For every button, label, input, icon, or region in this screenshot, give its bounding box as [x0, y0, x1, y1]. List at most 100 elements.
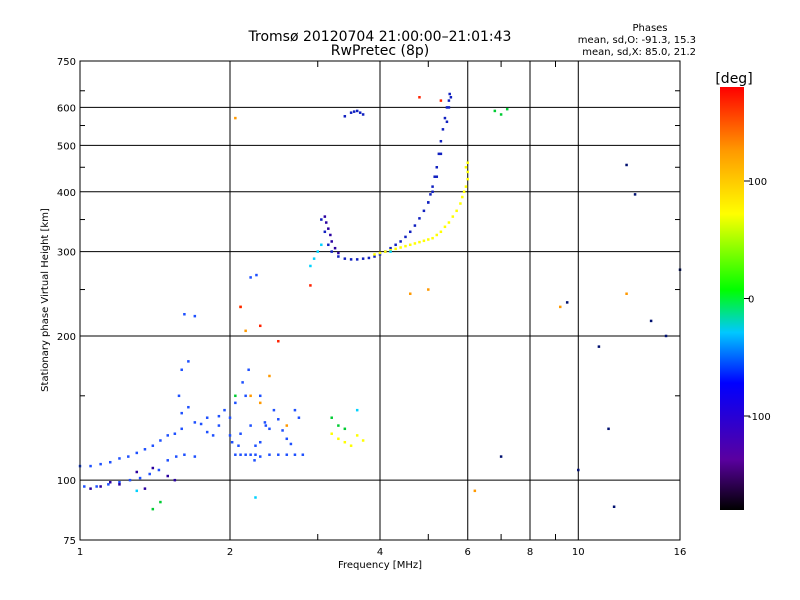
data-point	[408, 230, 412, 234]
data-point	[437, 152, 441, 156]
data-point	[389, 250, 392, 253]
data-point	[268, 453, 271, 456]
data-point	[447, 106, 451, 109]
data-point	[249, 453, 252, 456]
data-point	[135, 489, 139, 493]
data-point	[174, 455, 178, 458]
data-point	[217, 414, 221, 418]
data-point	[323, 230, 327, 234]
data-point	[439, 230, 443, 234]
data-point	[459, 202, 462, 205]
data-point	[234, 394, 237, 398]
data-point	[301, 453, 305, 456]
data-point	[244, 453, 247, 456]
data-point	[431, 190, 434, 194]
data-point	[249, 394, 252, 398]
data-point	[327, 243, 330, 247]
data-point	[277, 339, 280, 343]
data-point	[180, 427, 183, 431]
data-point	[320, 218, 323, 221]
data-point	[177, 394, 181, 398]
data-point	[577, 468, 580, 472]
data-point	[361, 113, 365, 116]
data-point	[466, 170, 469, 174]
data-point	[258, 401, 262, 405]
data-point	[337, 437, 340, 441]
data-point	[378, 253, 382, 256]
x-tick-label: 16	[674, 547, 687, 558]
data-point	[183, 453, 186, 456]
data-point	[441, 128, 445, 131]
data-point	[272, 408, 276, 412]
data-point	[447, 99, 451, 102]
data-point	[408, 292, 412, 295]
data-point	[664, 334, 668, 338]
data-point	[389, 248, 392, 252]
data-point	[239, 305, 242, 309]
data-point	[343, 427, 347, 431]
colorbar-tick-label: 100	[748, 177, 767, 188]
data-point	[333, 246, 337, 250]
data-point	[254, 444, 257, 447]
data-point	[413, 242, 417, 245]
data-point	[268, 427, 271, 431]
y-tick-label: 500	[57, 141, 76, 152]
colorbar-ticks: 100 0 -100	[744, 177, 771, 423]
x-axis-label: Frequency [MHz]	[338, 560, 422, 571]
data-point	[309, 264, 312, 268]
data-point	[263, 421, 267, 424]
data-point	[239, 453, 242, 456]
data-point	[565, 301, 569, 304]
data-point	[128, 478, 132, 482]
data-point	[427, 201, 430, 204]
data-point	[462, 190, 466, 194]
phases-o-stats: mean, sd,O: -91.3, 15.3	[578, 35, 696, 46]
data-point	[241, 381, 244, 384]
data-point	[373, 253, 376, 256]
data-point	[384, 250, 387, 253]
data-point	[217, 424, 221, 427]
data-point	[625, 292, 628, 295]
data-point	[447, 221, 451, 224]
data-point	[166, 474, 169, 478]
data-point	[464, 185, 468, 188]
colorbar-label: [deg]	[715, 71, 752, 87]
data-point	[247, 368, 250, 372]
data-point	[399, 246, 402, 249]
data-point	[118, 457, 121, 460]
data-point	[277, 453, 280, 456]
data-point	[418, 240, 421, 244]
data-point	[330, 240, 333, 243]
data-point	[349, 111, 353, 114]
data-point	[323, 215, 327, 218]
data-point	[293, 453, 297, 456]
x-tick-label: 1	[77, 547, 83, 558]
chart-title: Tromsø 20120704 21:00:00–21:01:43	[248, 29, 512, 45]
data-point	[394, 247, 397, 251]
data-point	[373, 255, 376, 258]
data-point	[451, 215, 455, 218]
data-point	[349, 258, 353, 261]
data-point	[355, 258, 359, 261]
y-tick-label: 600	[57, 103, 76, 114]
data-point	[422, 239, 426, 243]
data-point	[249, 276, 252, 279]
data-point	[285, 424, 289, 427]
data-point	[439, 139, 443, 143]
data-point	[234, 453, 237, 456]
data-point	[343, 257, 347, 260]
data-point	[607, 427, 610, 431]
data-point	[205, 416, 209, 419]
data-point	[431, 236, 434, 240]
data-point	[159, 439, 162, 442]
data-point	[435, 166, 439, 169]
data-point	[277, 418, 280, 421]
data-point	[330, 416, 333, 419]
data-point	[461, 195, 464, 199]
data-point	[558, 305, 562, 309]
data-point	[193, 314, 197, 318]
data-point	[330, 432, 333, 435]
data-point	[427, 288, 430, 291]
data-point	[180, 368, 183, 372]
